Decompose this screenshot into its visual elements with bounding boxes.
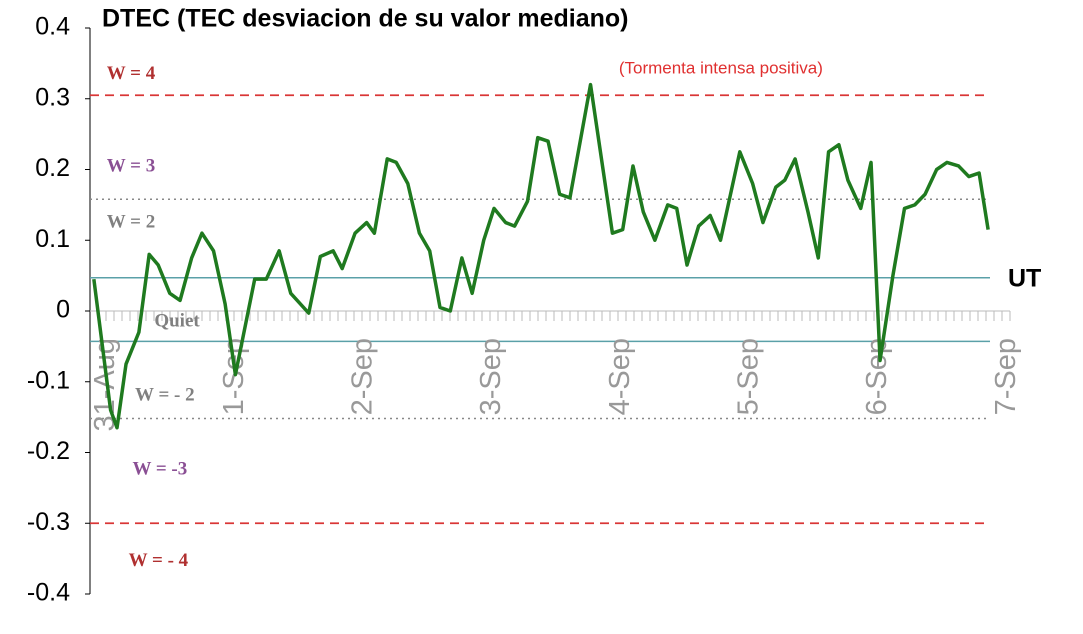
y-tick-label: 0.4 <box>35 13 70 41</box>
x-tick-label: 1-Sep <box>218 338 250 415</box>
y-tick-label: 0.1 <box>35 225 70 253</box>
x-tick-label: 2-Sep <box>346 338 378 415</box>
annotation: (Tormenta intensa positiva) <box>619 59 823 78</box>
annotation: W = 3 <box>107 156 155 177</box>
y-tick-label: 0.3 <box>35 83 70 111</box>
annotation: Quiet <box>154 311 200 332</box>
annotation: W = -3 <box>132 459 187 480</box>
y-tick-label: 0.2 <box>35 154 70 182</box>
y-tick-label: -0.1 <box>27 366 70 394</box>
annotation: W = 4 <box>107 63 156 84</box>
annotation: W = 2 <box>107 212 155 233</box>
x-tick-label: 31-Aug <box>89 338 121 432</box>
x-tick-label: 5-Sep <box>732 338 764 415</box>
data-line <box>92 82 990 430</box>
x-tick-label: 3-Sep <box>475 338 507 415</box>
x-tick-label: 6-Sep <box>861 338 893 415</box>
y-tick-label: -0.2 <box>27 437 70 465</box>
y-tick-label: 0 <box>56 296 70 324</box>
axis-label: UT <box>1008 265 1041 293</box>
annotation: W = - 2 <box>135 384 195 405</box>
y-tick-label: -0.4 <box>27 579 70 607</box>
x-tick-label: 7-Sep <box>990 338 1022 415</box>
annotation: W = - 4 <box>129 550 189 571</box>
y-tick-label: -0.3 <box>27 508 70 536</box>
x-tick-label: 4-Sep <box>604 338 636 415</box>
chart-title: DTEC (TEC desviacion de su valor mediano… <box>102 5 629 33</box>
